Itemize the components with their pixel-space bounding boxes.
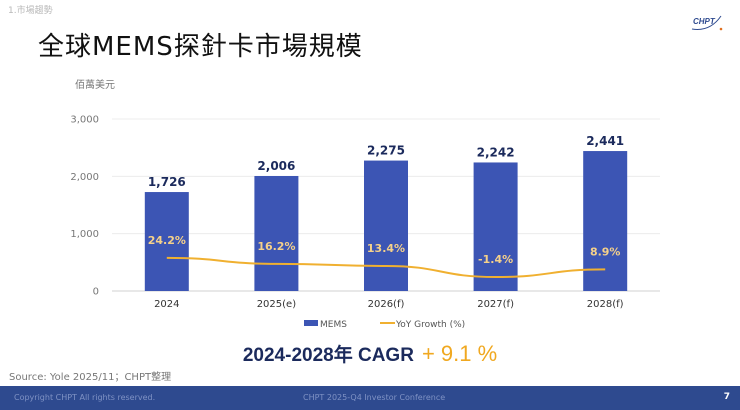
cagr-summary: 2024-2028年 CAGR + 9.1 % [0,340,740,367]
legend-swatch-mems [304,320,318,326]
cagr-value: + 9.1 % [421,341,498,366]
page-title: 全球MEMS探針卡市場規模 [38,32,363,62]
bar [254,175,299,291]
bar [473,162,518,291]
growth-label: 16.2% [257,240,295,253]
x-tick-label: 2025(e) [257,299,297,310]
x-tick-label: 2026(f) [368,299,405,310]
cagr-label: 2024-2028年 CAGR [242,345,414,366]
copyright: Copyright CHPT All rights reserved. [14,393,156,402]
footer: Copyright CHPT All rights reserved. CHPT… [0,386,740,410]
bar [583,151,628,291]
bar-value-label: 2,006 [257,159,295,173]
growth-label: -1.4% [478,253,513,266]
y-tick-label: 3,000 [70,115,99,126]
bar [364,160,408,291]
svg-text:CHPT: CHPT [693,17,716,26]
bar [144,192,189,291]
x-tick-label: 2024 [154,299,179,310]
x-tick-label: 2028(f) [587,299,624,310]
growth-label: 13.4% [367,242,405,255]
growth-label: 24.2% [148,234,186,247]
y-tick-label: 1,000 [70,229,99,240]
y-axis-label: 佰萬美元 [75,80,115,91]
legend-label-mems: MEMS [320,320,347,330]
bar-value-label: 2,275 [367,144,405,158]
bar-value-label: 2,441 [586,134,624,148]
section-label: 1.市場趨勢 [8,6,53,16]
y-tick-label: 0 [93,287,99,298]
page-number: 7 [723,392,730,402]
chpt-logo: CHPT [691,15,723,31]
source-note: Source: Yole 2025/11；CHPT整理 [9,372,172,383]
y-tick-label: 2,000 [70,172,99,183]
legend-label-growth: YoY Growth (%) [395,320,465,330]
chart: 0 1,000 2,000 3,000 1,726 2024 2,006 2025(e) 2,2… [70,115,660,330]
bar-value-label: 2,242 [477,145,515,159]
x-tick-label: 2027(f) [477,299,514,310]
bar-value-label: 1,726 [148,175,186,189]
growth-label: 8.9% [590,245,621,258]
event-name: CHPT 2025-Q4 Investor Conference [303,393,446,402]
growth-line [166,256,606,279]
